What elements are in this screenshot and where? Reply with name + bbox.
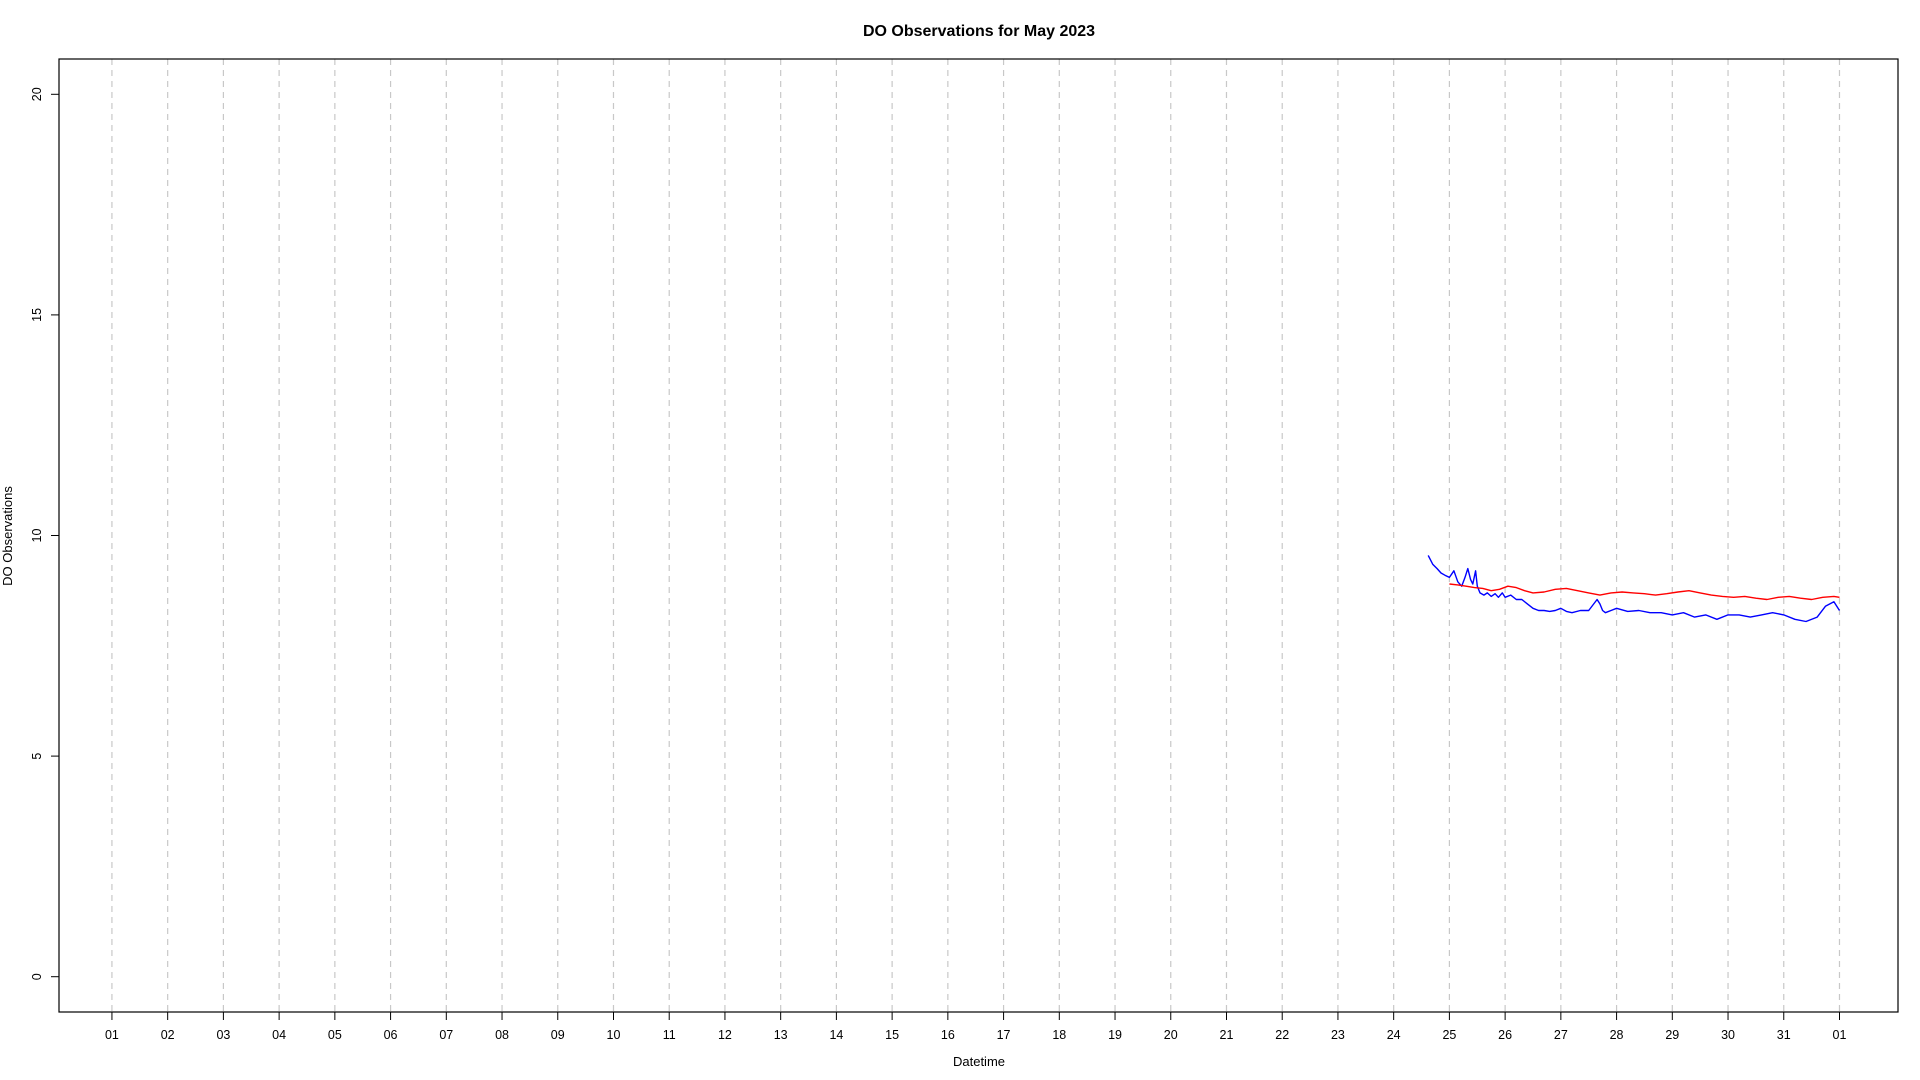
x-tick-label: 24	[1387, 1028, 1401, 1042]
series-line-2	[1449, 583, 1840, 601]
x-tick-label: 23	[1331, 1028, 1345, 1042]
x-axis-label: Datetime	[953, 1054, 1005, 1069]
x-tick-label: 02	[161, 1028, 175, 1042]
y-tick-label: 20	[30, 87, 44, 101]
y-tick-label: 15	[30, 308, 44, 322]
x-tick-label: 01	[105, 1028, 119, 1042]
x-tick-label: 27	[1554, 1028, 1568, 1042]
x-tick-label: 12	[718, 1028, 732, 1042]
x-gridlines	[111, 59, 1841, 1012]
y-axis: 0 5 10 15 20	[30, 87, 59, 980]
data-series	[1427, 555, 1841, 623]
x-tick-label: 18	[1052, 1028, 1066, 1042]
x-tick-label: 10	[607, 1028, 621, 1042]
x-tick-label: 31	[1777, 1028, 1791, 1042]
x-tick-label: 21	[1220, 1028, 1234, 1042]
y-tick-label: 0	[30, 973, 44, 980]
x-tick-label: 19	[1108, 1028, 1122, 1042]
x-axis: 01 02 03 04 05 06 07 08 09 10 11 12 13 14 15 16 17 18 19 20…	[105, 1012, 1846, 1042]
x-tick-label: 28	[1610, 1028, 1624, 1042]
x-tick-label: 26	[1498, 1028, 1512, 1042]
series-line-1	[1427, 555, 1841, 623]
x-tick-label: 07	[439, 1028, 453, 1042]
y-tick-label: 10	[30, 529, 44, 543]
x-tick-label: 16	[941, 1028, 955, 1042]
x-tick-label: 22	[1275, 1028, 1289, 1042]
x-tick-label: 25	[1442, 1028, 1456, 1042]
x-tick-label: 15	[885, 1028, 899, 1042]
x-tick-label: 20	[1164, 1028, 1178, 1042]
x-tick-label: 03	[216, 1028, 230, 1042]
x-tick-label: 01	[1833, 1028, 1847, 1042]
x-tick-label: 09	[551, 1028, 565, 1042]
x-tick-label: 14	[829, 1028, 843, 1042]
x-tick-label: 30	[1721, 1028, 1735, 1042]
x-tick-label: 11	[663, 1028, 676, 1042]
x-tick-label: 29	[1665, 1028, 1679, 1042]
x-tick-label: 17	[997, 1028, 1011, 1042]
y-axis-label: DO Observations	[0, 486, 15, 586]
x-tick-label: 04	[272, 1028, 286, 1042]
x-tick-label: 06	[384, 1028, 398, 1042]
y-tick-label: 5	[30, 753, 44, 760]
x-tick-label: 13	[774, 1028, 788, 1042]
chart-title: DO Observations for May 2023	[863, 23, 1095, 40]
x-tick-label: 05	[328, 1028, 342, 1042]
x-tick-label: 08	[495, 1028, 509, 1042]
